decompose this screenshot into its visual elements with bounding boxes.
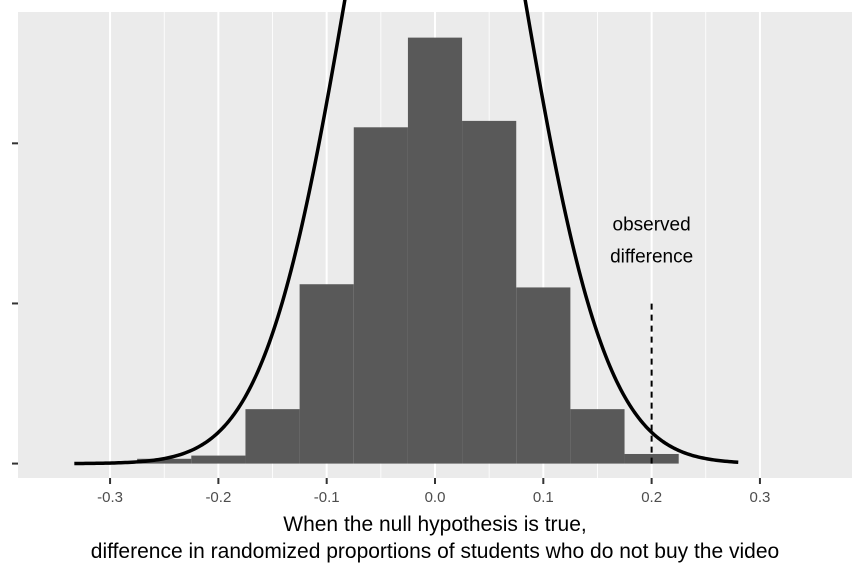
histogram-bar-8 (570, 409, 625, 464)
y-axis-ticks (12, 142, 18, 465)
x-axis-ticks: -0.3 -0.2 -0.1 0.0 0.1 0.2 0.3 (97, 478, 770, 506)
histogram-bar-2 (245, 409, 300, 464)
x-tick-label-4: 0.1 (533, 489, 554, 506)
x-tick-label-6: 0.3 (750, 489, 771, 506)
annotation-line-1: observed (613, 214, 691, 235)
x-tick-label-0: -0.3 (97, 489, 123, 506)
histogram-bar-5 (407, 37, 463, 464)
x-axis-label-line-2: difference in randomized proportions of … (91, 540, 779, 563)
histogram-bar-1 (191, 455, 246, 464)
histogram-bar-4 (353, 127, 408, 464)
x-tick-label-2: -0.1 (314, 489, 340, 506)
x-tick-label-5: 0.2 (641, 489, 662, 506)
histogram-bar-7 (516, 287, 571, 464)
annotation-line-2: difference (610, 246, 693, 267)
x-tick-label-3: 0.0 (425, 489, 446, 506)
histogram-bar-0 (137, 458, 192, 464)
density-curve (74, 0, 739, 466)
histogram-bar-6 (462, 120, 517, 464)
x-tick-label-1: -0.2 (205, 489, 231, 506)
x-axis-label-line-1: When the null hypothesis is true, (283, 513, 587, 536)
histogram-bar-3 (299, 284, 354, 464)
